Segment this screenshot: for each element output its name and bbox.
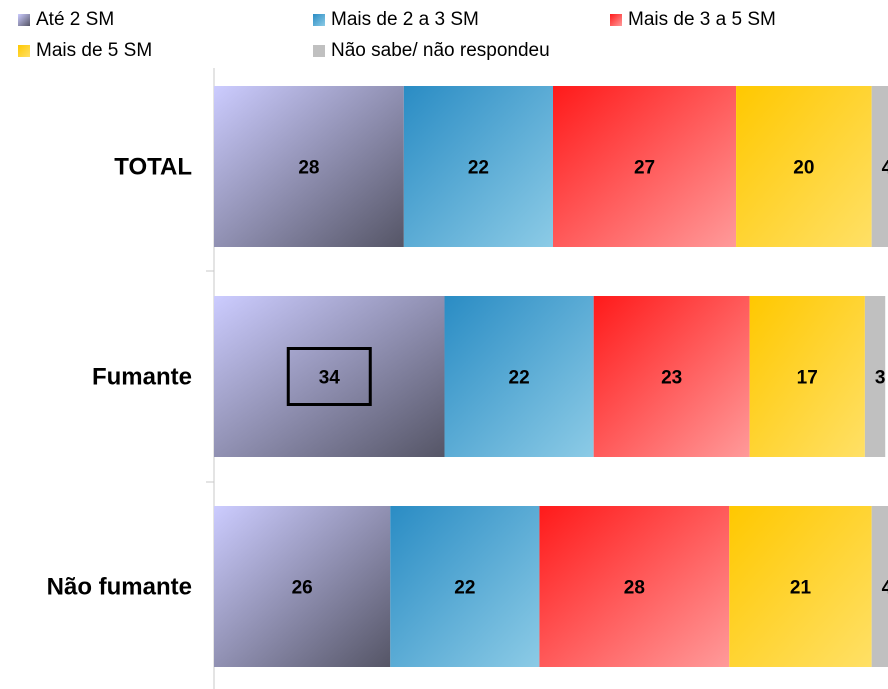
bar-segment (871, 86, 888, 247)
data-label: 26 (292, 578, 313, 599)
data-label: 27 (634, 158, 655, 179)
bar-segment (539, 506, 730, 667)
legend-label: Mais de 3 a 5 SM (628, 9, 776, 30)
bar-segment (553, 86, 737, 247)
bar-segment (214, 506, 391, 667)
bar-segment (214, 296, 445, 457)
legend-swatch (313, 45, 325, 57)
legend-swatch (18, 14, 30, 26)
legend-swatch (610, 14, 622, 26)
data-label: 34 (319, 368, 341, 389)
highlight-box (286, 347, 372, 406)
data-label: 3 (875, 368, 886, 389)
category-label: Não fumante (47, 574, 192, 601)
bar-segment (403, 86, 553, 247)
legend-swatch (18, 45, 30, 57)
legend-item: Mais de 3 a 5 SM (610, 9, 776, 31)
legend-label: Não sabe/ não respondeu (331, 40, 550, 61)
data-label: 22 (468, 158, 489, 179)
bar-segment (736, 86, 872, 247)
bar-segment (871, 506, 888, 667)
legend-label: Mais de 5 SM (36, 40, 153, 61)
data-label: 20 (793, 158, 814, 179)
bar-segment (214, 86, 404, 247)
category-label: TOTAL (114, 154, 192, 181)
legend-label: Até 2 SM (36, 9, 115, 30)
data-label: 17 (797, 368, 818, 389)
legend-item: Mais de 5 SM (18, 40, 152, 62)
data-label: 22 (509, 368, 530, 389)
bar-segment (729, 506, 872, 667)
data-label: 22 (454, 578, 475, 599)
bar-segment (390, 506, 540, 667)
legend-item: Mais de 2 a 3 SM (313, 9, 479, 31)
bar-segment (864, 296, 886, 457)
data-label: 4 (882, 158, 888, 179)
category-label: Fumante (92, 364, 192, 391)
bar-segment (593, 296, 750, 457)
legend-label: Mais de 2 a 3 SM (331, 9, 479, 30)
data-label: 23 (661, 368, 682, 389)
legend-item: Não sabe/ não respondeu (313, 40, 550, 62)
chart-legend: Até 2 SM Mais de 2 a 3 SM Mais de 3 a 5 SM… (0, 0, 888, 70)
data-label: 4 (882, 578, 888, 599)
data-label: 28 (298, 158, 319, 179)
bar-segment (749, 296, 865, 457)
data-label: 28 (624, 578, 645, 599)
legend-item: Até 2 SM (18, 9, 114, 31)
legend-swatch (313, 14, 325, 26)
bar-segment (444, 296, 594, 457)
data-label: 21 (790, 578, 812, 599)
